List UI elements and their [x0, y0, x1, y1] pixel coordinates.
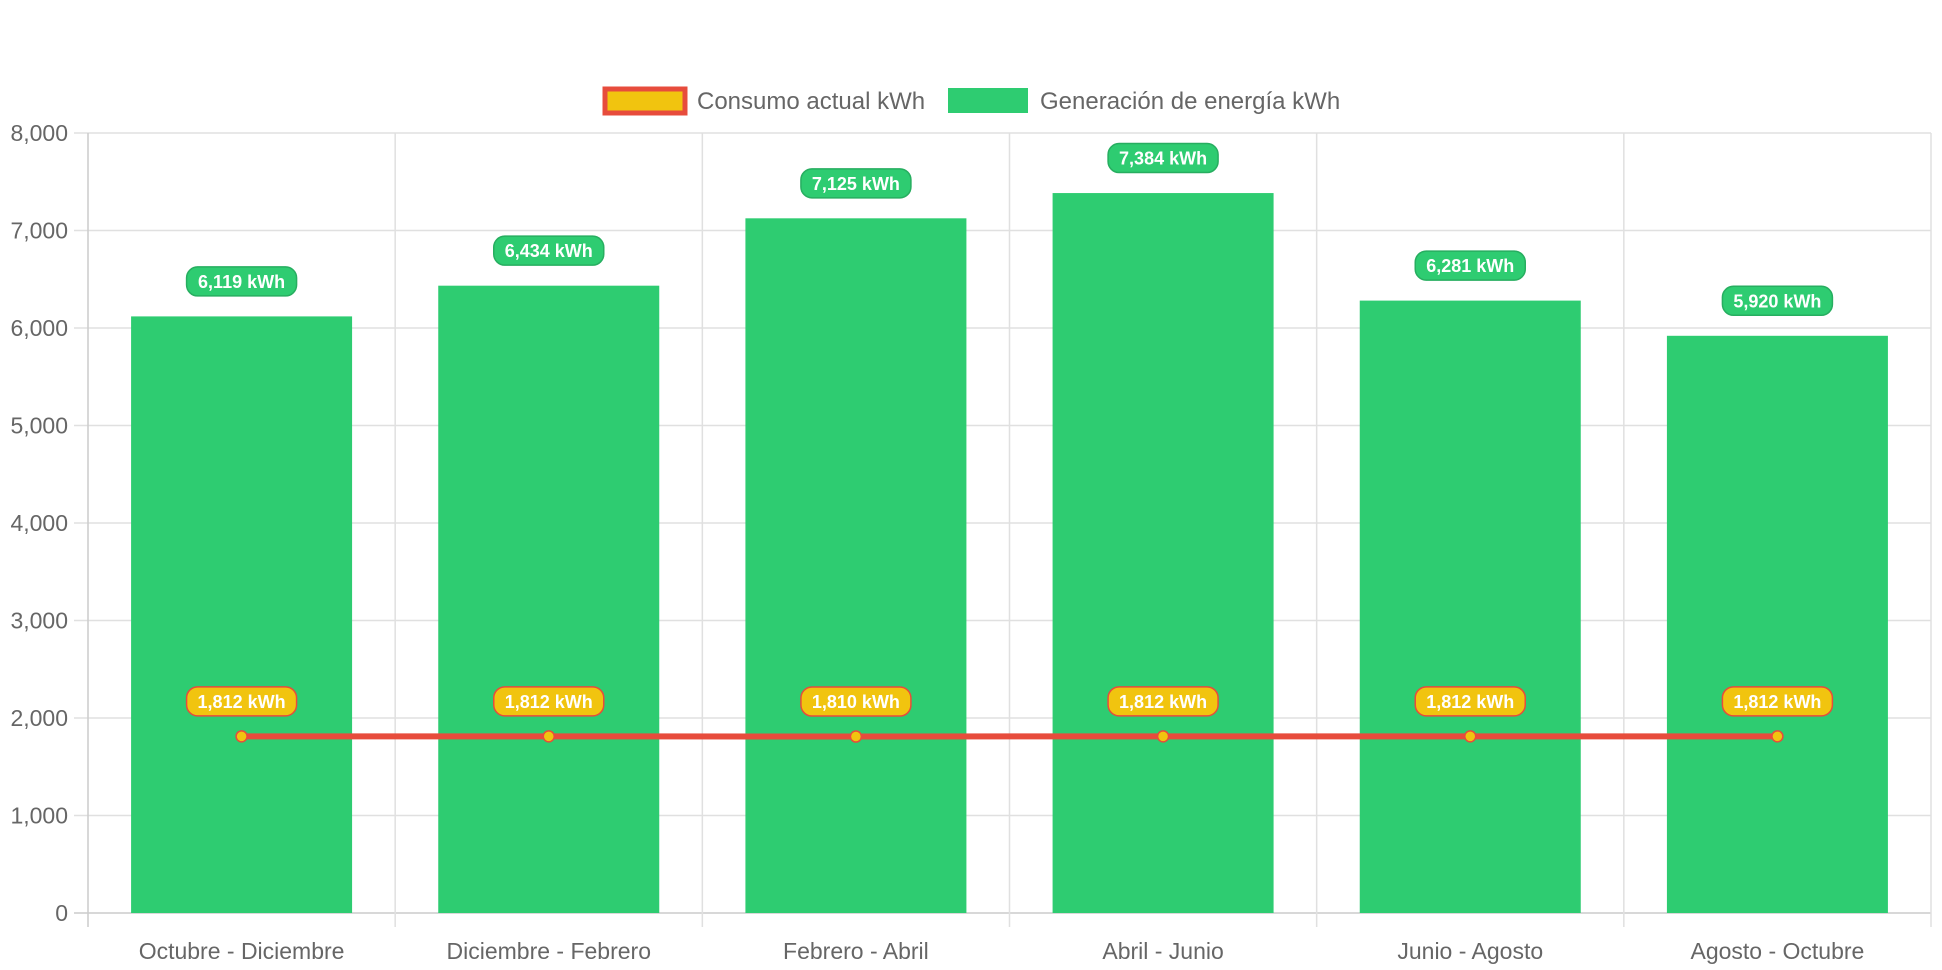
generation-value-label: 7,384 kWh [1107, 142, 1219, 174]
consumption-value-label: 1,812 kWh [493, 686, 605, 717]
consumption-point [1464, 730, 1477, 743]
generation-value-label-background [1414, 250, 1526, 281]
consumption-point [235, 730, 248, 743]
consumption-point [1156, 730, 1170, 743]
generation-value-label: 6,119 kWh [185, 266, 298, 297]
generation-value-label-text: 6,281 kWh [1426, 256, 1514, 276]
generation-value-label: 6,434 kWh [493, 235, 605, 266]
consumption-value-label-text: 1,812 kWh [1119, 692, 1207, 712]
generation-bar [1052, 193, 1274, 913]
bars [131, 193, 1888, 914]
y-tick-label: 3,000 [10, 608, 68, 634]
consumption-value-label: 1,812 kWh [185, 686, 298, 717]
consumption-value-label-text: 1,810 kWh [812, 692, 900, 712]
consumption-value-label: 1,810 kWh [800, 686, 912, 717]
consumption-point [1771, 730, 1784, 743]
generation-value-label-text: 7,125 kWh [812, 174, 900, 194]
grid: 0 1,000 2,000 3,000 4,000 5,000 6,000 7,000 8,00… [10, 120, 1932, 964]
legend-label-consumption: Consumo actual kWh [697, 88, 925, 115]
generation-value-label-text: 7,384 kWh [1119, 149, 1207, 169]
y-tick-label: 1,000 [10, 803, 68, 829]
legend-label-generation: Generación de energía kWh [1040, 88, 1340, 115]
consumption-line [235, 730, 1784, 743]
consumption-value-label-background [800, 686, 912, 717]
generation-value-label-background [1107, 142, 1219, 174]
generation-value-label: 7,125 kWh [800, 168, 912, 199]
generation-bar [1359, 300, 1581, 913]
x-tick-label: Abril - Junio [1102, 938, 1223, 964]
legend-swatch-generation [948, 88, 1028, 113]
y-tick-label: 8,000 [10, 120, 68, 146]
y-tick-label: 2,000 [10, 705, 68, 731]
x-tick-label: Octubre - Diciembre [139, 938, 345, 964]
x-tick-label: Agosto - Octubre [1690, 938, 1864, 964]
x-tick-label: Junio - Agosto [1397, 938, 1543, 964]
generation-value-label-text: 6,119 kWh [198, 272, 285, 292]
y-tick-label: 0 [55, 900, 68, 926]
y-tick-label: 5,000 [10, 413, 68, 439]
y-tick-label: 4,000 [10, 510, 68, 536]
generation-value-label-background [493, 235, 605, 266]
generation-value-label-background [800, 168, 912, 199]
consumption-value-label-background [1414, 686, 1526, 717]
legend: Consumo actual kWh Generación de energía … [602, 86, 1340, 116]
consumption-point [849, 730, 863, 743]
consumption-value-label-text: 1,812 kWh [1426, 692, 1514, 712]
consumption-value-label-background [493, 686, 605, 717]
data-labels: 6,119 kWh 6,434 kWh 7,125 kWh 7,384 kWh 6,28… [185, 142, 1834, 717]
generation-value-label-background [185, 266, 298, 297]
consumption-value-label-background [1107, 686, 1219, 717]
consumption-point [542, 730, 555, 743]
generation-value-label: 6,281 kWh [1414, 250, 1526, 281]
consumption-value-label-text: 1,812 kWh [1733, 692, 1821, 712]
generation-bar [131, 316, 353, 914]
consumption-value-label-background [1721, 686, 1834, 717]
legend-swatch-consumption [602, 86, 688, 116]
generation-value-label-background [1721, 285, 1834, 317]
y-tick-label: 6,000 [10, 315, 68, 341]
generation-bar [438, 285, 660, 913]
consumption-value-label: 1,812 kWh [1414, 686, 1526, 717]
generation-bar [1666, 335, 1888, 913]
consumption-value-label-text: 1,812 kWh [198, 692, 286, 712]
generation-value-label-text: 6,434 kWh [505, 241, 593, 261]
y-tick-label: 7,000 [10, 218, 68, 244]
generation-bar [745, 218, 967, 913]
generation-value-label-text: 5,920 kWh [1733, 291, 1821, 311]
generation-value-label: 5,920 kWh [1721, 285, 1834, 317]
consumption-value-label: 1,812 kWh [1721, 686, 1834, 717]
consumption-value-label: 1,812 kWh [1107, 686, 1219, 717]
x-tick-label: Diciembre - Febrero [447, 938, 652, 964]
consumption-value-label-text: 1,812 kWh [505, 692, 593, 712]
x-tick-label: Febrero - Abril [783, 938, 929, 964]
consumption-value-label-background [185, 686, 298, 717]
